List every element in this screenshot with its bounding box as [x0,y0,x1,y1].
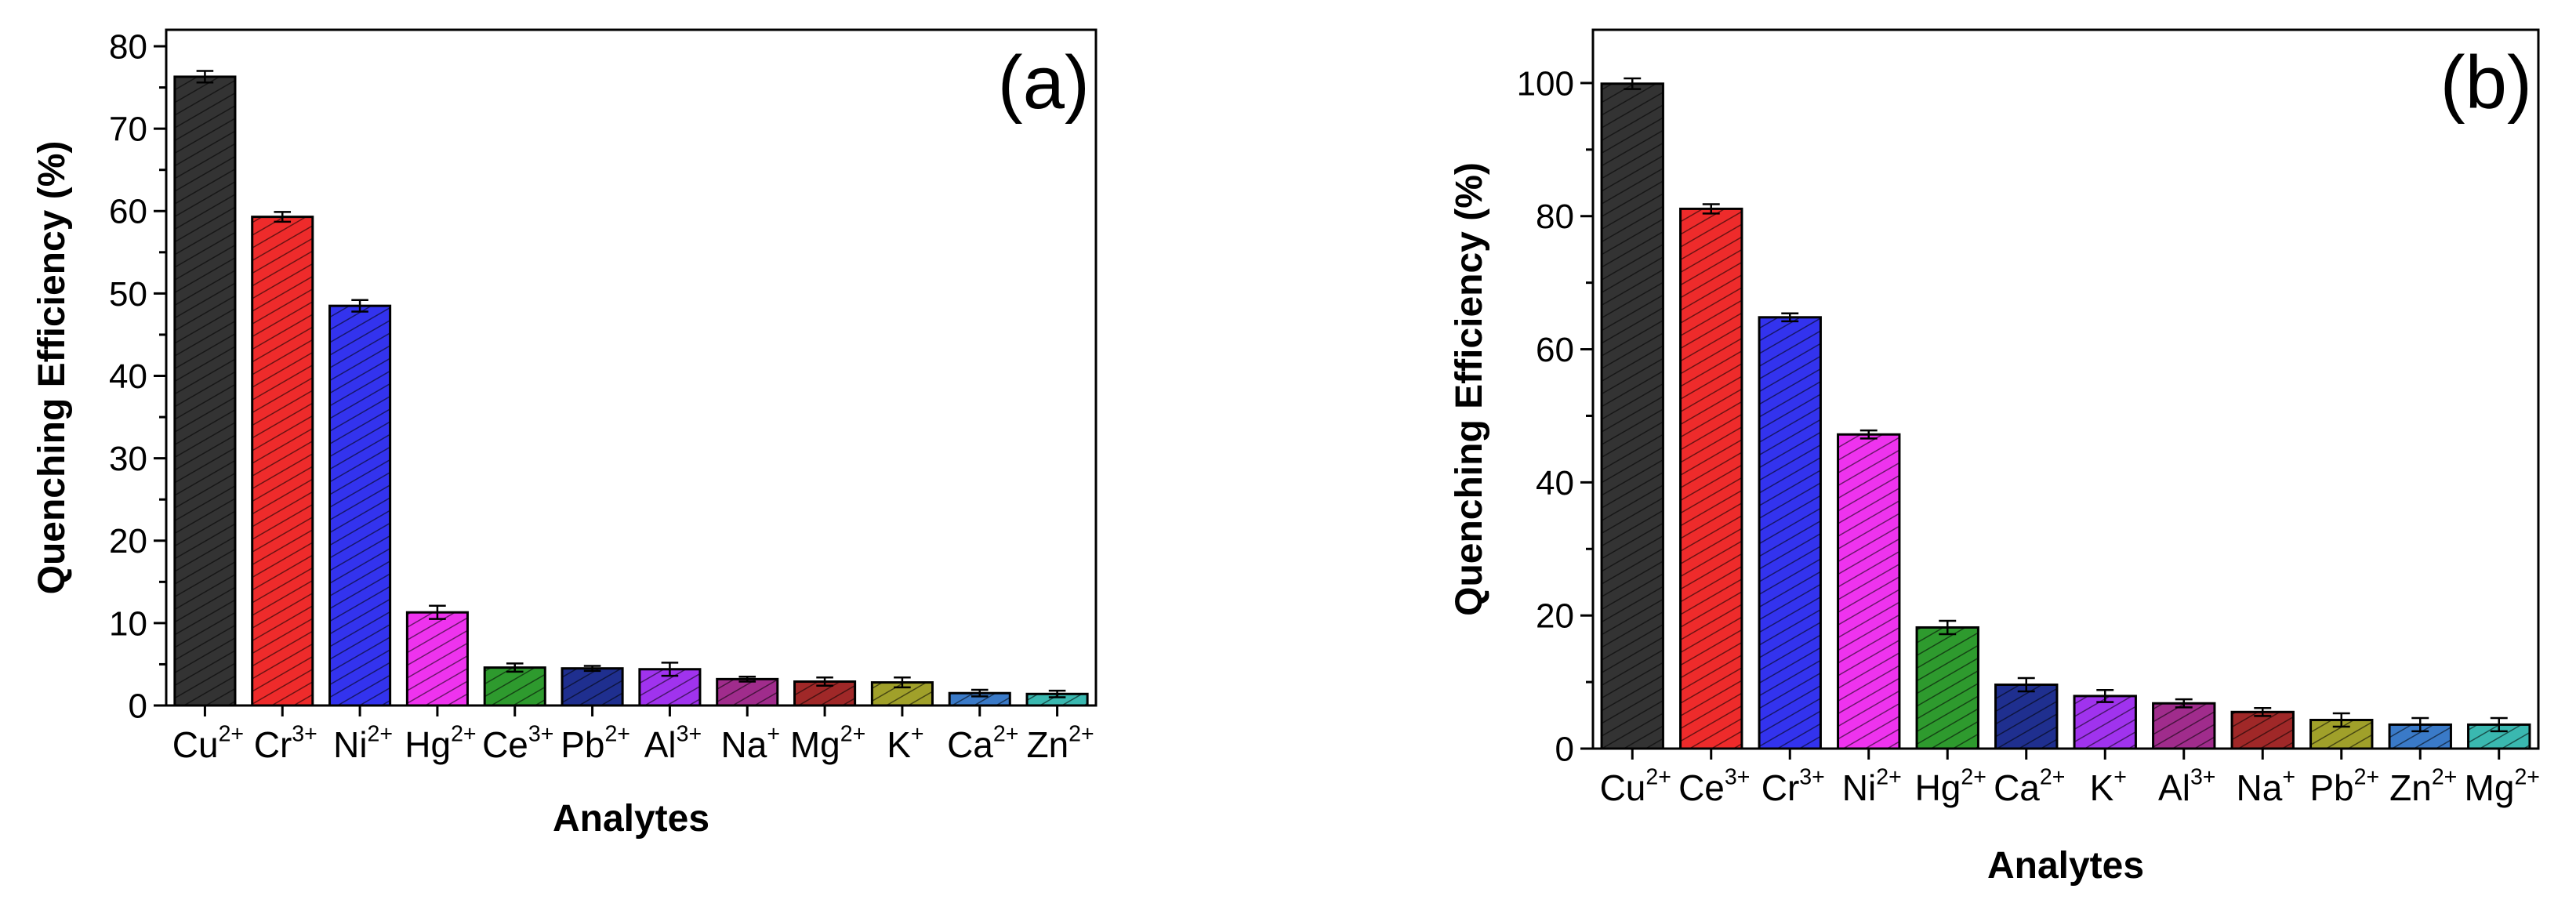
x-tick-label-a-9: K+ [887,721,923,765]
x-tick-label-a-4: Ce3+ [482,721,553,765]
x-tick-label-b-9: Pb2+ [2309,764,2379,808]
x-tick-label-a-2: Ni2+ [333,721,393,765]
x-tick-label-a-5: Pb2+ [561,721,630,765]
bar-hatch-a-0 [174,76,235,706]
x-tick-label-b-0: Cu2+ [1600,764,1671,808]
x-tick-label-a-6: Al3+ [644,721,702,765]
x-tick-label-a-10: Ca2+ [947,721,1018,765]
x-tick-label-a-8: Mg2+ [790,721,865,765]
panel-label-b: (b) [2440,41,2532,125]
bar-hatch-a-5 [562,668,623,705]
bar-hatch-a-11 [1027,694,1088,705]
plot-frame-a [165,28,1098,707]
y-tick-label-a-8: 80 [109,27,147,66]
bar-hatch-a-7 [717,679,778,705]
x-tick-label-a-1: Cr3+ [254,721,317,765]
chart-panel-a: 0 10 20 30 40 50 60 70 80 Cu2+ Cr3+ Ni2+ Hg2+ Ce3+ Pb2… [31,27,1098,840]
y-tick-label-a-7: 70 [109,111,147,149]
x-tick-label-b-4: Hg2+ [1915,764,1986,808]
x-tick-label-b-5: Ca2+ [1994,764,2065,808]
y-tick-label-a-6: 60 [109,193,147,231]
bar-hatch-b-1 [1680,209,1742,749]
y-tick-label-a-4: 40 [109,357,147,396]
bar-hatch-a-4 [484,667,546,705]
bar-hatch-b-5 [1995,684,2057,749]
bar-hatch-b-2 [1759,317,1821,749]
bar-hatch-b-6 [2074,695,2136,749]
y-tick-label-a-2: 20 [109,522,147,560]
x-tick-label-b-3: Ni2+ [1842,764,1902,808]
x-tick-label-a-0: Cu2+ [172,721,244,765]
bar-hatch-b-3 [1838,434,1899,749]
x-tick-label-b-10: Zn2+ [2389,764,2457,808]
y-tick-label-b-3: 60 [1536,331,1574,369]
y-tick-label-b-5: 100 [1517,64,1574,103]
y-tick-label-a-3: 30 [109,440,147,478]
bar-hatch-b-8 [2232,712,2294,749]
y-axis-title-a: Quenching Efficiency (%) [31,141,73,595]
x-tick-label-b-2: Cr3+ [1761,764,1825,808]
y-tick-label-a-5: 50 [109,275,147,314]
x-axis-title-a: Analytes [553,798,709,840]
x-tick-label-b-6: K+ [2090,764,2127,808]
bar-hatch-a-10 [949,693,1010,705]
bar-hatch-a-3 [407,612,468,705]
y-axis-title-b: Quenching Efficiency (%) [1449,162,1490,616]
y-tick-label-b-4: 80 [1536,198,1574,236]
bar-hatch-b-4 [1917,627,1979,749]
bar-hatch-b-7 [2153,703,2215,749]
chart-panel-b: 0 20 40 60 80 100 Cu2+ Ce3+ Cr3+ Ni2+ Hg2+ Ca2+ K+ Al… [1449,28,2540,887]
x-tick-label-b-7: Al3+ [2158,764,2215,808]
y-tick-label-b-0: 0 [1555,730,1574,768]
x-axis-title-b: Analytes [1987,845,2144,887]
x-tick-label-a-3: Hg2+ [405,721,476,765]
plot-frame-b [1591,28,2540,750]
y-tick-label-a-0: 0 [129,687,147,725]
bar-hatch-a-2 [329,306,390,705]
y-tick-label-a-1: 10 [109,604,147,643]
x-tick-label-a-11: Zn2+ [1026,721,1094,765]
x-tick-label-a-7: Na+ [721,721,780,765]
panel-label-a: (a) [998,41,1090,125]
bar-hatch-b-0 [1602,83,1664,749]
y-tick-label-b-2: 40 [1536,464,1574,502]
x-tick-label-b-1: Ce3+ [1678,764,1750,808]
y-tick-label-b-1: 20 [1536,597,1574,636]
x-tick-label-b-8: Na+ [2237,764,2295,808]
x-tick-label-b-11: Mg2+ [2465,764,2540,808]
bar-hatch-a-1 [252,216,313,705]
